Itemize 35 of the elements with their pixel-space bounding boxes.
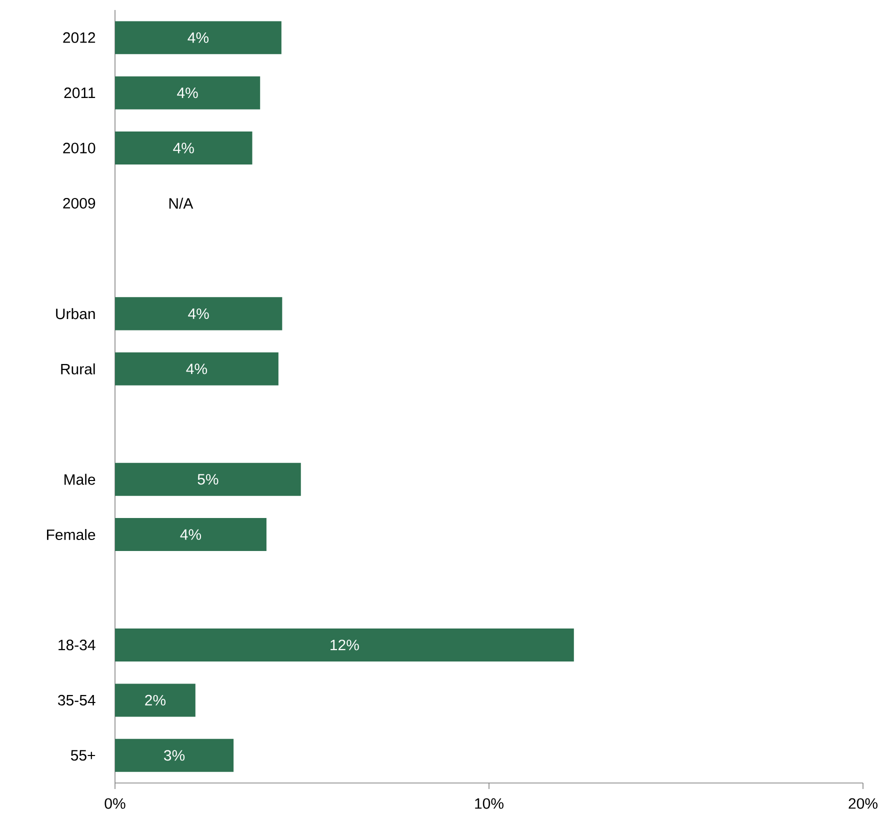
x-tick-label: 0% bbox=[104, 798, 126, 809]
bar bbox=[115, 684, 196, 717]
bar bbox=[115, 21, 282, 54]
data-label: 12% bbox=[330, 640, 359, 650]
y-tick-label: Urban bbox=[56, 308, 95, 320]
y-tick-label: 18-34 bbox=[58, 640, 96, 650]
data-label: 4% bbox=[180, 529, 202, 540]
bar bbox=[115, 738, 234, 772]
bar bbox=[115, 76, 260, 110]
y-tick-label: Male bbox=[64, 474, 96, 485]
x-tick-label: 20% bbox=[848, 798, 878, 809]
bar bbox=[115, 132, 252, 165]
data-label: 3% bbox=[164, 750, 185, 761]
y-tick-label: 55+ bbox=[70, 750, 96, 761]
bar bbox=[115, 628, 574, 662]
bar bbox=[115, 518, 266, 552]
y-tick-label: 2011 bbox=[64, 88, 96, 98]
bar bbox=[115, 462, 301, 496]
data-label: 2% bbox=[145, 694, 166, 706]
y-tick-label: 2010 bbox=[63, 142, 96, 154]
y-tick-label: Rural bbox=[61, 363, 95, 374]
y-tick-label: 2009 bbox=[63, 198, 96, 209]
data-label: 4% bbox=[188, 308, 209, 319]
text: N/A bbox=[169, 198, 194, 209]
data-label: 4% bbox=[177, 88, 198, 98]
bar bbox=[115, 297, 282, 330]
data-label: 5% bbox=[198, 474, 218, 485]
y-tick-label: 35-54 bbox=[58, 694, 96, 706]
data-label: 4% bbox=[173, 142, 194, 154]
data-label: 4% bbox=[186, 364, 208, 374]
data-label: 4% bbox=[188, 32, 209, 43]
y-tick-label: 2012 bbox=[63, 32, 96, 43]
bar bbox=[115, 352, 278, 386]
y-tick-label: Female bbox=[47, 529, 96, 540]
x-tick-label: 10% bbox=[475, 798, 504, 809]
